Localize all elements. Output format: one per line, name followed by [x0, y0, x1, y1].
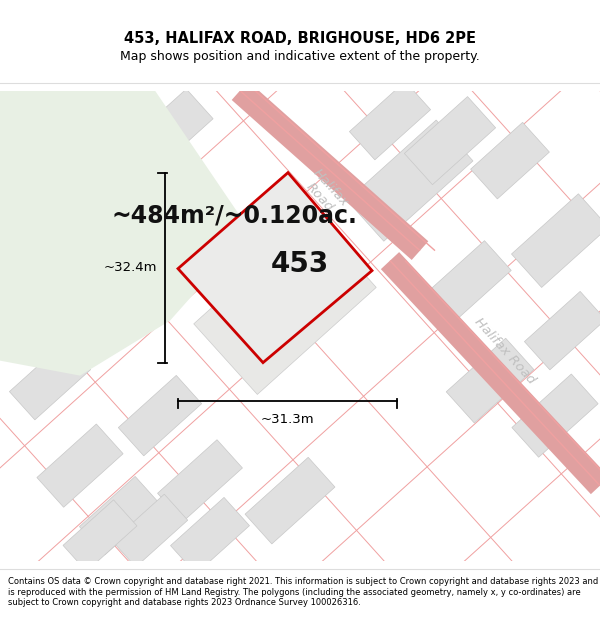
- Text: Halifax Road: Halifax Road: [472, 315, 538, 386]
- Polygon shape: [470, 122, 550, 199]
- Text: Halifax
Road: Halifax Road: [299, 166, 351, 219]
- Polygon shape: [37, 424, 123, 508]
- Polygon shape: [512, 194, 600, 288]
- Text: Map shows position and indicative extent of the property.: Map shows position and indicative extent…: [120, 50, 480, 63]
- Polygon shape: [178, 173, 372, 362]
- Polygon shape: [194, 217, 376, 394]
- Polygon shape: [245, 458, 335, 544]
- Polygon shape: [512, 374, 598, 458]
- Polygon shape: [58, 91, 142, 171]
- Polygon shape: [404, 97, 496, 184]
- Polygon shape: [63, 500, 137, 571]
- Polygon shape: [112, 494, 188, 567]
- Polygon shape: [118, 376, 202, 456]
- Polygon shape: [170, 498, 250, 574]
- Text: ~484m²/~0.120ac.: ~484m²/~0.120ac.: [112, 204, 358, 228]
- Polygon shape: [158, 440, 242, 521]
- Polygon shape: [524, 291, 600, 370]
- Polygon shape: [0, 91, 250, 376]
- Polygon shape: [429, 241, 511, 321]
- Polygon shape: [79, 476, 161, 555]
- Text: ~32.4m: ~32.4m: [104, 261, 157, 274]
- Polygon shape: [127, 89, 213, 172]
- Text: 453, HALIFAX ROAD, BRIGHOUSE, HD6 2PE: 453, HALIFAX ROAD, BRIGHOUSE, HD6 2PE: [124, 31, 476, 46]
- Text: ~31.3m: ~31.3m: [260, 412, 314, 426]
- Text: 453: 453: [271, 249, 329, 278]
- Polygon shape: [349, 81, 431, 160]
- Polygon shape: [10, 341, 91, 420]
- Polygon shape: [347, 120, 473, 241]
- Polygon shape: [7, 139, 93, 222]
- Text: Contains OS data © Crown copyright and database right 2021. This information is : Contains OS data © Crown copyright and d…: [8, 578, 598, 608]
- Polygon shape: [446, 338, 534, 423]
